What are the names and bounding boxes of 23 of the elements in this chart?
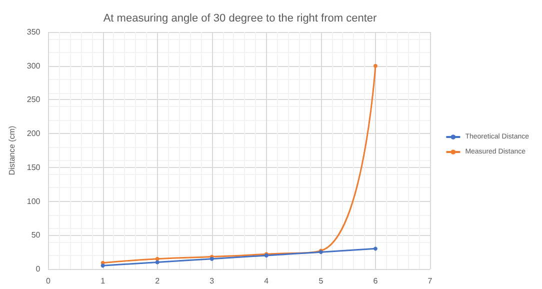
x-tick-label: 3 bbox=[210, 276, 215, 286]
y-tick-label: 250 bbox=[26, 95, 41, 104]
point bbox=[373, 246, 378, 251]
x-tick-label: 7 bbox=[428, 276, 433, 286]
y-tick-label: 350 bbox=[26, 28, 41, 36]
y-tick-label: 150 bbox=[26, 162, 41, 172]
x-tick-label: 4 bbox=[264, 276, 270, 286]
point bbox=[155, 260, 160, 264]
x-tick-label: 2 bbox=[155, 276, 160, 286]
y-tick-label: 50 bbox=[31, 230, 41, 240]
point bbox=[373, 64, 378, 68]
x-tick-label: 1 bbox=[100, 276, 106, 286]
x-tick-label: 6 bbox=[373, 276, 378, 286]
y-axis-title: Distance (cm) bbox=[8, 125, 16, 176]
y-tick-label: 0 bbox=[36, 264, 41, 274]
y-tick-label: 100 bbox=[26, 196, 41, 206]
point bbox=[100, 264, 105, 268]
x-tick-label: 5 bbox=[318, 276, 324, 286]
chart-title: At measuring angle of 30 degree to the right from center bbox=[103, 12, 377, 24]
x-tick-label: 0 bbox=[46, 276, 52, 286]
y-tick-label: 200 bbox=[26, 129, 41, 138]
point bbox=[155, 256, 160, 261]
y-tick-label: 300 bbox=[26, 61, 41, 70]
